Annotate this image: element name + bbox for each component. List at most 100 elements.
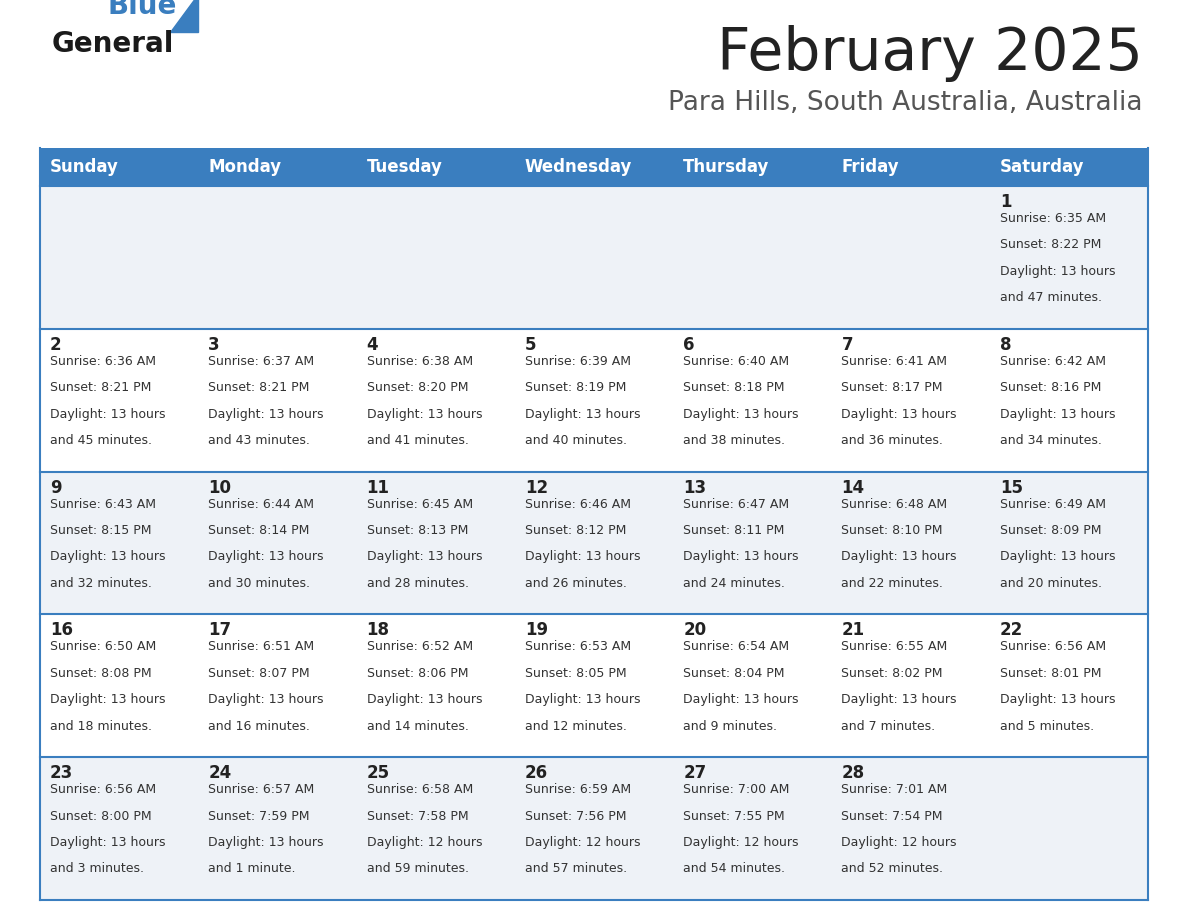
Text: Sunrise: 6:42 AM: Sunrise: 6:42 AM bbox=[1000, 354, 1106, 368]
Bar bbox=[990, 472, 1148, 614]
Text: and 1 minute.: and 1 minute. bbox=[208, 862, 296, 876]
Text: 2: 2 bbox=[50, 336, 62, 353]
Text: 25: 25 bbox=[367, 764, 390, 782]
Text: 11: 11 bbox=[367, 478, 390, 497]
Text: Sunset: 8:19 PM: Sunset: 8:19 PM bbox=[525, 381, 626, 394]
Text: Daylight: 13 hours: Daylight: 13 hours bbox=[525, 693, 640, 706]
Text: Sunrise: 6:52 AM: Sunrise: 6:52 AM bbox=[367, 641, 473, 654]
Text: 23: 23 bbox=[50, 764, 74, 782]
Text: Sunrise: 6:41 AM: Sunrise: 6:41 AM bbox=[841, 354, 947, 368]
Text: February 2025: February 2025 bbox=[718, 25, 1143, 82]
Text: Sunset: 8:07 PM: Sunset: 8:07 PM bbox=[208, 666, 310, 680]
Text: Para Hills, South Australia, Australia: Para Hills, South Australia, Australia bbox=[669, 90, 1143, 116]
Bar bbox=[514, 757, 674, 900]
Text: and 52 minutes.: and 52 minutes. bbox=[841, 862, 943, 876]
Text: Daylight: 12 hours: Daylight: 12 hours bbox=[841, 836, 956, 849]
Text: Sunset: 7:56 PM: Sunset: 7:56 PM bbox=[525, 810, 626, 823]
Text: Sunrise: 6:45 AM: Sunrise: 6:45 AM bbox=[367, 498, 473, 510]
Text: Sunset: 7:59 PM: Sunset: 7:59 PM bbox=[208, 810, 310, 823]
Text: and 28 minutes.: and 28 minutes. bbox=[367, 577, 468, 590]
Bar bbox=[356, 472, 514, 614]
Bar bbox=[198, 614, 356, 757]
Bar bbox=[832, 614, 990, 757]
Text: Sunrise: 6:51 AM: Sunrise: 6:51 AM bbox=[208, 641, 315, 654]
Text: and 30 minutes.: and 30 minutes. bbox=[208, 577, 310, 590]
Text: 1: 1 bbox=[1000, 193, 1011, 211]
Bar bbox=[198, 148, 356, 186]
Text: Sunset: 8:05 PM: Sunset: 8:05 PM bbox=[525, 666, 626, 680]
Bar bbox=[674, 757, 832, 900]
Text: Sunrise: 6:47 AM: Sunrise: 6:47 AM bbox=[683, 498, 789, 510]
Text: Daylight: 13 hours: Daylight: 13 hours bbox=[841, 408, 956, 420]
Text: Sunset: 8:00 PM: Sunset: 8:00 PM bbox=[50, 810, 152, 823]
Text: 10: 10 bbox=[208, 478, 232, 497]
Bar bbox=[198, 472, 356, 614]
Text: Daylight: 13 hours: Daylight: 13 hours bbox=[1000, 264, 1116, 278]
Text: Daylight: 12 hours: Daylight: 12 hours bbox=[683, 836, 798, 849]
Bar bbox=[514, 614, 674, 757]
Text: Sunset: 8:11 PM: Sunset: 8:11 PM bbox=[683, 524, 784, 537]
Text: Sunrise: 6:55 AM: Sunrise: 6:55 AM bbox=[841, 641, 948, 654]
Text: Saturday: Saturday bbox=[1000, 158, 1085, 176]
Bar bbox=[40, 329, 198, 472]
Bar bbox=[356, 329, 514, 472]
Text: Daylight: 13 hours: Daylight: 13 hours bbox=[1000, 408, 1116, 420]
Text: and 22 minutes.: and 22 minutes. bbox=[841, 577, 943, 590]
Text: Sunset: 8:04 PM: Sunset: 8:04 PM bbox=[683, 666, 784, 680]
Bar bbox=[832, 472, 990, 614]
Text: Daylight: 13 hours: Daylight: 13 hours bbox=[683, 693, 798, 706]
Text: Sunset: 8:13 PM: Sunset: 8:13 PM bbox=[367, 524, 468, 537]
Text: Sunrise: 6:50 AM: Sunrise: 6:50 AM bbox=[50, 641, 157, 654]
Bar bbox=[356, 186, 514, 329]
Bar bbox=[674, 614, 832, 757]
Text: 12: 12 bbox=[525, 478, 548, 497]
Text: Sunrise: 6:59 AM: Sunrise: 6:59 AM bbox=[525, 783, 631, 796]
Text: Daylight: 13 hours: Daylight: 13 hours bbox=[1000, 693, 1116, 706]
Text: Sunrise: 6:48 AM: Sunrise: 6:48 AM bbox=[841, 498, 948, 510]
Text: 13: 13 bbox=[683, 478, 707, 497]
Text: Sunset: 8:01 PM: Sunset: 8:01 PM bbox=[1000, 666, 1101, 680]
Bar bbox=[356, 757, 514, 900]
Text: 4: 4 bbox=[367, 336, 378, 353]
Text: and 34 minutes.: and 34 minutes. bbox=[1000, 434, 1101, 447]
Bar bbox=[832, 329, 990, 472]
Text: Daylight: 12 hours: Daylight: 12 hours bbox=[525, 836, 640, 849]
Bar bbox=[40, 614, 198, 757]
Text: and 38 minutes.: and 38 minutes. bbox=[683, 434, 785, 447]
Polygon shape bbox=[170, 0, 198, 32]
Text: Daylight: 13 hours: Daylight: 13 hours bbox=[208, 551, 324, 564]
Text: Sunset: 8:17 PM: Sunset: 8:17 PM bbox=[841, 381, 943, 394]
Text: Sunrise: 7:00 AM: Sunrise: 7:00 AM bbox=[683, 783, 790, 796]
Bar bbox=[674, 148, 832, 186]
Bar bbox=[832, 186, 990, 329]
Text: Sunset: 8:10 PM: Sunset: 8:10 PM bbox=[841, 524, 943, 537]
Text: Sunset: 8:14 PM: Sunset: 8:14 PM bbox=[208, 524, 310, 537]
Text: 28: 28 bbox=[841, 764, 865, 782]
Text: Sunrise: 6:43 AM: Sunrise: 6:43 AM bbox=[50, 498, 156, 510]
Text: Daylight: 13 hours: Daylight: 13 hours bbox=[208, 836, 324, 849]
Bar bbox=[514, 472, 674, 614]
Text: and 36 minutes.: and 36 minutes. bbox=[841, 434, 943, 447]
Text: Sunrise: 6:35 AM: Sunrise: 6:35 AM bbox=[1000, 212, 1106, 225]
Bar bbox=[990, 148, 1148, 186]
Text: Sunrise: 6:38 AM: Sunrise: 6:38 AM bbox=[367, 354, 473, 368]
Text: and 57 minutes.: and 57 minutes. bbox=[525, 862, 627, 876]
Text: Daylight: 13 hours: Daylight: 13 hours bbox=[367, 693, 482, 706]
Text: Sunset: 8:02 PM: Sunset: 8:02 PM bbox=[841, 666, 943, 680]
Text: 5: 5 bbox=[525, 336, 536, 353]
Text: Sunset: 8:21 PM: Sunset: 8:21 PM bbox=[208, 381, 310, 394]
Text: Daylight: 13 hours: Daylight: 13 hours bbox=[50, 551, 165, 564]
Bar bbox=[832, 148, 990, 186]
Text: and 18 minutes.: and 18 minutes. bbox=[50, 720, 152, 733]
Text: Sunrise: 6:49 AM: Sunrise: 6:49 AM bbox=[1000, 498, 1106, 510]
Bar bbox=[514, 186, 674, 329]
Bar bbox=[990, 329, 1148, 472]
Bar bbox=[40, 148, 198, 186]
Text: Sunset: 8:18 PM: Sunset: 8:18 PM bbox=[683, 381, 784, 394]
Text: Sunset: 8:09 PM: Sunset: 8:09 PM bbox=[1000, 524, 1101, 537]
Text: Daylight: 13 hours: Daylight: 13 hours bbox=[50, 408, 165, 420]
Bar bbox=[514, 148, 674, 186]
Text: Daylight: 13 hours: Daylight: 13 hours bbox=[208, 693, 324, 706]
Text: 20: 20 bbox=[683, 621, 707, 640]
Text: Daylight: 13 hours: Daylight: 13 hours bbox=[367, 408, 482, 420]
